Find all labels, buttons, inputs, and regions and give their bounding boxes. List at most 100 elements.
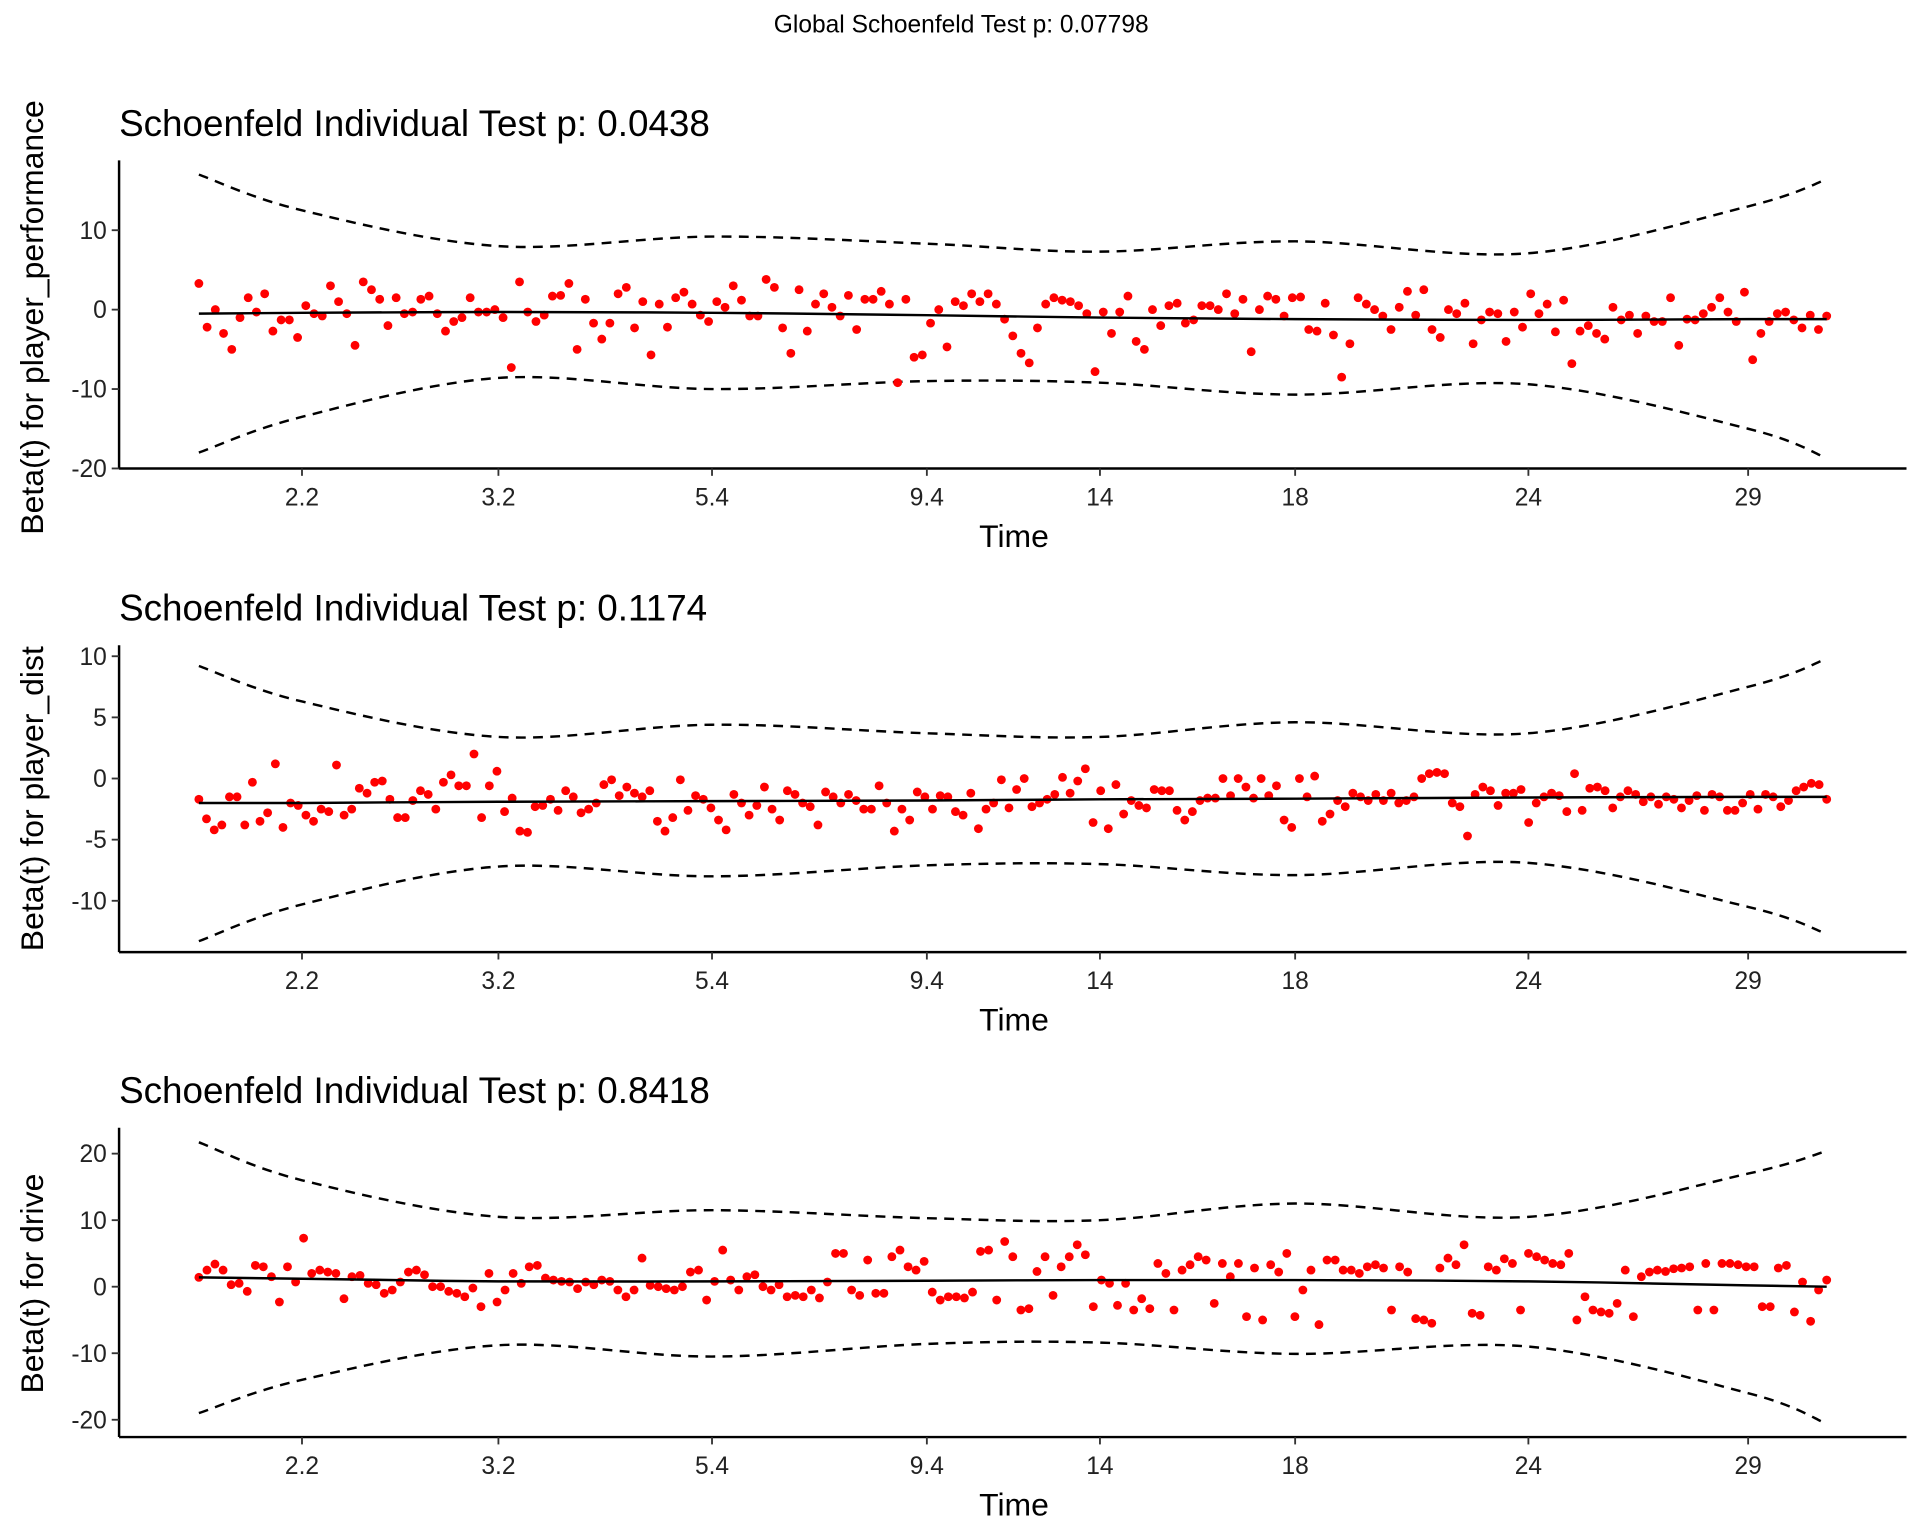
residual-point [815, 1293, 824, 1303]
residual-point [446, 770, 456, 780]
residual-point [1142, 803, 1151, 813]
residual-point [828, 792, 838, 802]
residual-point [234, 1278, 244, 1288]
residual-point [629, 1285, 639, 1295]
residual-point [866, 804, 876, 814]
residual-point [1233, 774, 1243, 783]
residual-point [299, 1233, 309, 1243]
residual-point [1756, 329, 1766, 338]
residual-point [1781, 307, 1790, 317]
residual-point [1698, 309, 1708, 319]
residual-point [782, 786, 792, 796]
panel-1: Schoenfeld Individual Test p: 0.0438 Beta… [14, 100, 1907, 554]
residual-point [1654, 799, 1663, 809]
residual-point [1242, 1312, 1251, 1322]
residual-point [1189, 315, 1199, 325]
residual-point [1455, 802, 1465, 812]
residual-point [614, 791, 624, 801]
residual-point [1661, 1267, 1670, 1276]
residual-point [943, 1292, 953, 1302]
residual-point [1119, 809, 1129, 819]
x-tick-label: 2.2 [285, 1453, 319, 1480]
residual-point [996, 775, 1006, 785]
residual-point [1057, 295, 1067, 305]
residual-point [274, 1297, 284, 1307]
fitted-beta-line [198, 1276, 1827, 1288]
residual-point [1782, 1261, 1791, 1270]
residual-point [960, 1293, 969, 1303]
residual-point [669, 1285, 679, 1295]
residual-point [1048, 1290, 1058, 1300]
y-tick-label: -10 [71, 888, 106, 915]
residual-point [1583, 321, 1593, 330]
residual-point [1217, 1259, 1227, 1268]
residual-point [1317, 816, 1327, 826]
fitted-beta-line [198, 795, 1827, 805]
residual-point [350, 340, 360, 350]
residual-point [1213, 305, 1223, 315]
residual-point [1701, 1259, 1711, 1268]
residual-point [457, 313, 467, 323]
residual-point [1266, 1260, 1276, 1270]
residual-point [868, 294, 878, 304]
residual-point [1636, 1272, 1646, 1282]
residual-point [1320, 298, 1330, 308]
residual-point [967, 289, 977, 299]
residual-point [597, 1275, 607, 1285]
x-tick-label: 5.4 [695, 1453, 729, 1480]
x-tick-label: 24 [1515, 968, 1542, 995]
residual-point [1753, 804, 1763, 814]
residual-point [492, 1297, 502, 1307]
residual-point [1056, 1262, 1066, 1272]
residual-point [758, 1282, 768, 1292]
residual-point [1263, 291, 1273, 301]
lower-confidence-band [198, 1340, 1828, 1425]
y-tick-label: 10 [79, 644, 106, 671]
residual-point [981, 804, 991, 814]
residual-point [210, 1259, 220, 1269]
x-tick-label: 18 [1281, 484, 1308, 511]
x-tick-label: 5.4 [695, 968, 729, 995]
residual-point [1019, 774, 1029, 783]
residual-point [1072, 1240, 1082, 1250]
residual-point [1145, 1304, 1155, 1314]
residual-point [1467, 1308, 1477, 1318]
residual-point [1345, 339, 1355, 349]
residual-point [370, 777, 380, 787]
residual-point [1354, 1268, 1364, 1278]
residual-point [1592, 329, 1601, 338]
residual-point [613, 289, 623, 299]
residual-point [1509, 307, 1519, 317]
residual-point [564, 279, 574, 288]
residual-point [1491, 1265, 1501, 1275]
residual-point [786, 348, 796, 358]
residual-point [1799, 782, 1809, 792]
residual-point [1195, 796, 1205, 805]
residual-point [645, 786, 655, 796]
residual-point [1554, 791, 1564, 801]
residual-point [1074, 301, 1084, 311]
residual-point [444, 1286, 454, 1296]
residual-point [1209, 1298, 1219, 1308]
residual-point [1542, 299, 1552, 309]
residual-point [950, 297, 960, 307]
y-tick-label: -10 [71, 1341, 106, 1368]
residual-point [843, 290, 853, 300]
residual-point [1534, 309, 1544, 319]
residual-point [1562, 807, 1572, 817]
residual-point [1027, 802, 1037, 812]
residual-point [1723, 307, 1733, 317]
residual-point [1645, 1267, 1654, 1277]
residual-point [1107, 329, 1116, 338]
residual-point [395, 1277, 405, 1287]
residual-point [270, 759, 280, 769]
residual-point [1444, 305, 1453, 315]
residual-point [1733, 1260, 1743, 1270]
x-tick-label: 29 [1734, 968, 1761, 995]
residual-point [1187, 807, 1197, 817]
residual-point [1274, 1267, 1284, 1277]
residual-point [1361, 299, 1371, 309]
residual-point [428, 1282, 438, 1292]
x-tick-label: 3.2 [481, 1453, 515, 1480]
residual-point [752, 801, 762, 810]
